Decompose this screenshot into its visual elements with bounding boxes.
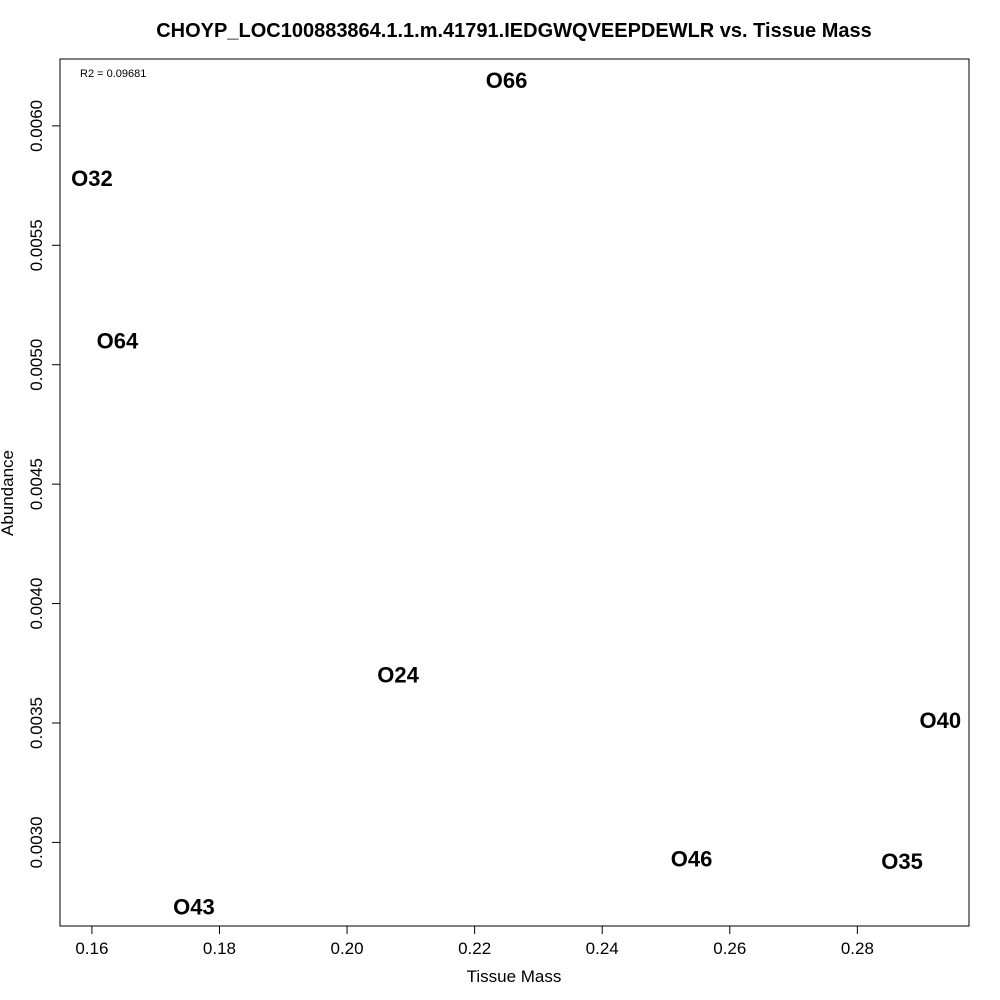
point-label: O46 [671, 847, 713, 872]
x-tick-label: 0.16 [75, 939, 108, 958]
y-tick-label: 0.0040 [27, 578, 46, 630]
y-tick-label: 0.0060 [27, 100, 46, 152]
plot-frame [59, 58, 970, 927]
x-tick-label: 0.24 [586, 939, 619, 958]
x-tick-label: 0.18 [203, 939, 236, 958]
x-tick-label: 0.28 [841, 939, 874, 958]
point-label: O43 [173, 894, 215, 919]
data-points: O66 O32 O64 O24 O40 O46 O35 O43 [71, 68, 961, 919]
x-tick-label: 0.20 [331, 939, 364, 958]
y-axis: 0.0030 0.0035 0.0040 0.0045 0.0050 0.0055 0.00… [27, 100, 61, 868]
y-tick-label: 0.0045 [27, 458, 46, 510]
point-label: O40 [919, 708, 961, 733]
x-axis: 0.16 0.18 0.20 0.22 0.24 0.26 0.28 [75, 925, 874, 958]
y-tick-label: 0.0050 [27, 339, 46, 391]
chart-title: CHOYP_LOC100883864.1.1.m.41791.IEDGWQVEE… [156, 20, 872, 42]
y-tick-label: 0.0035 [27, 697, 46, 749]
x-axis-label: Tissue Mass [467, 967, 562, 986]
point-label: O64 [97, 328, 139, 353]
y-tick-label: 0.0030 [27, 816, 46, 868]
y-tick-label: 0.0055 [27, 219, 46, 271]
point-label: O66 [486, 68, 528, 93]
r2-annotation: R2 = 0.09681 [80, 68, 146, 80]
y-axis-label: Abundance [0, 450, 17, 536]
point-label: O32 [71, 166, 113, 191]
x-tick-label: 0.22 [458, 939, 491, 958]
x-tick-label: 0.26 [713, 939, 746, 958]
point-label: O24 [377, 663, 419, 688]
point-label: O35 [881, 849, 923, 874]
